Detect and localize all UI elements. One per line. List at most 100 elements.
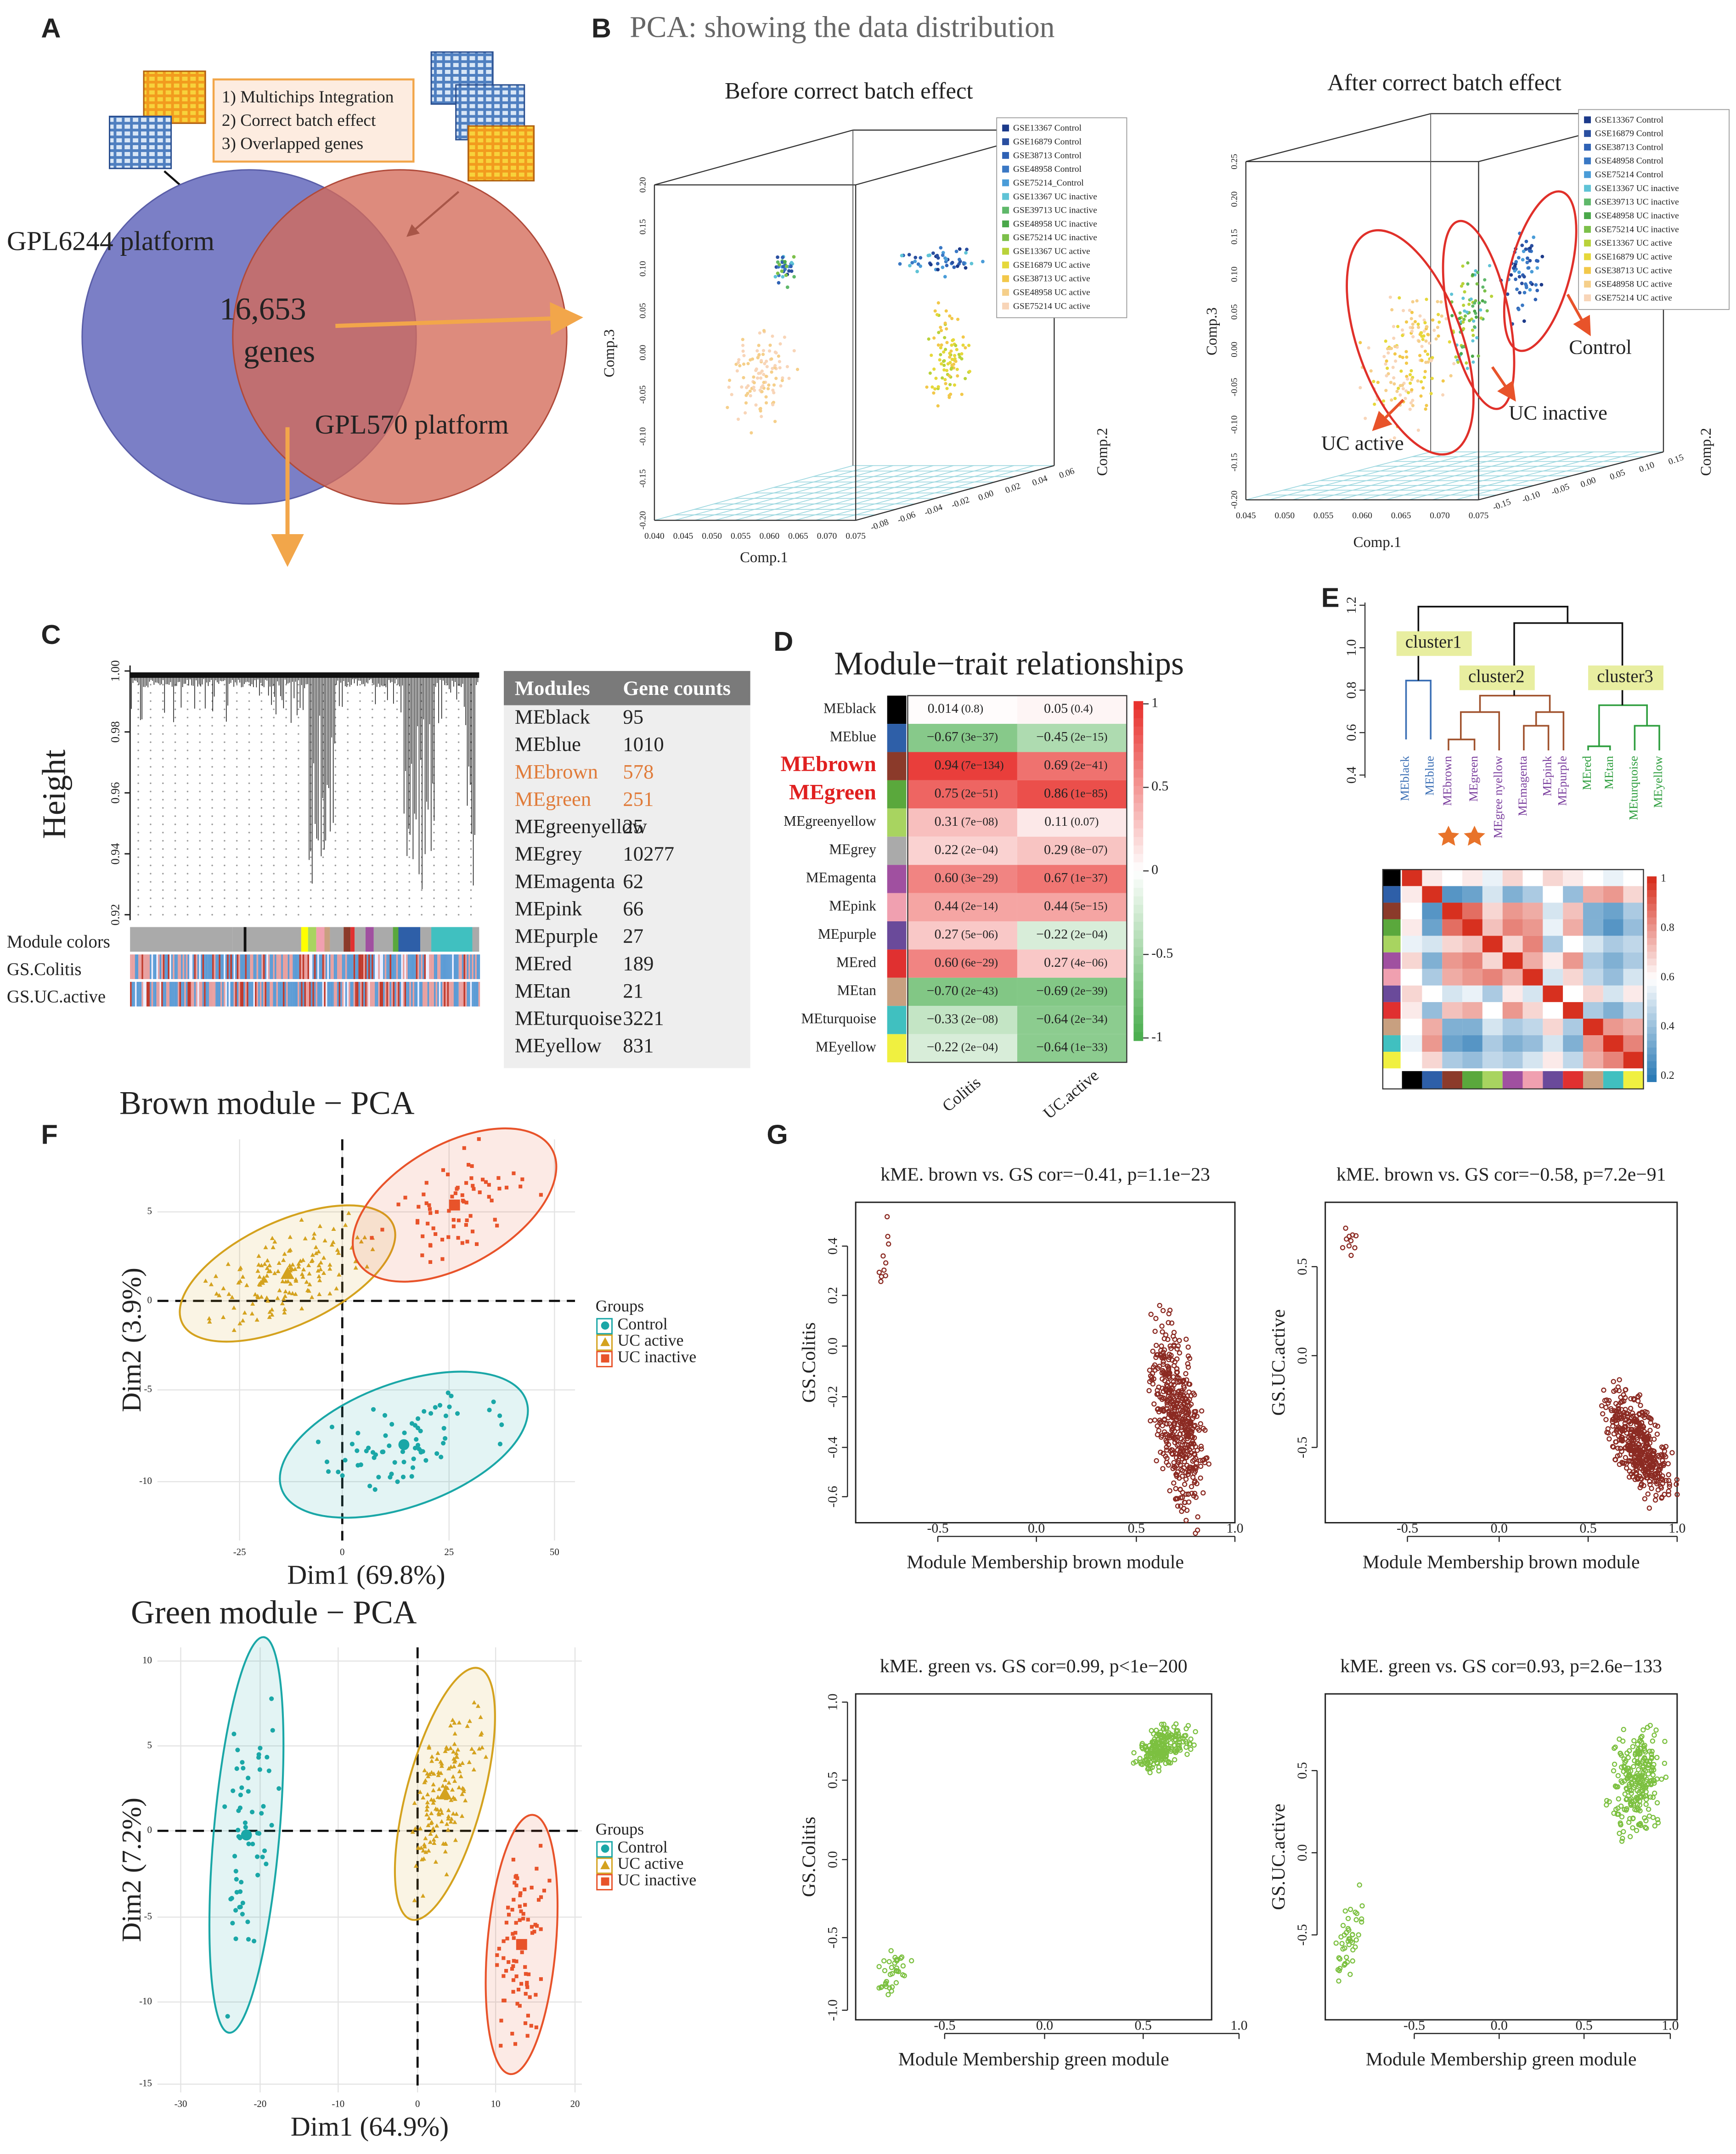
point <box>1437 313 1440 316</box>
gs-stripe <box>238 954 240 979</box>
legend-marker <box>601 1844 609 1853</box>
heatmap-cell <box>907 1034 1017 1063</box>
point <box>1162 1734 1167 1740</box>
point <box>1386 367 1389 370</box>
gs-stripe <box>235 954 237 979</box>
point <box>250 1842 255 1847</box>
point <box>1647 1723 1653 1728</box>
point <box>1602 1398 1608 1404</box>
point <box>1420 380 1423 383</box>
point <box>1164 1400 1170 1406</box>
point <box>1147 1367 1152 1373</box>
point <box>737 358 741 361</box>
point <box>1618 1400 1623 1405</box>
point <box>1161 1355 1167 1360</box>
point <box>431 1788 436 1793</box>
point <box>1389 381 1393 384</box>
module-color <box>232 927 244 952</box>
module-swatch <box>1382 1052 1401 1069</box>
heatmap-cell <box>1482 1002 1503 1019</box>
point <box>420 1253 424 1257</box>
point <box>735 369 739 373</box>
point <box>932 336 936 340</box>
point <box>1392 436 1396 440</box>
legend-key <box>596 1334 613 1351</box>
gs-stripe <box>237 981 239 1007</box>
point <box>756 356 760 360</box>
point <box>1624 1806 1629 1811</box>
point <box>937 331 941 334</box>
point <box>1151 1401 1157 1407</box>
point <box>1659 1444 1665 1450</box>
point <box>1465 310 1469 314</box>
gs-stripe <box>171 954 173 979</box>
point <box>495 1224 499 1228</box>
centroid <box>516 1939 527 1950</box>
point <box>967 344 971 347</box>
heatmap-cell <box>1603 902 1623 919</box>
gs-stripe <box>169 981 171 1007</box>
point <box>1381 414 1385 418</box>
point <box>1193 1444 1198 1449</box>
gs-stripe <box>151 981 153 1007</box>
point <box>437 1787 442 1791</box>
point <box>1337 1956 1343 1962</box>
point <box>256 1262 261 1267</box>
heatmap-cell <box>1502 902 1523 919</box>
point <box>260 1278 265 1282</box>
point <box>1137 1756 1143 1761</box>
point <box>1439 300 1443 304</box>
point <box>1186 1381 1192 1387</box>
point <box>1166 1745 1172 1751</box>
gs-stripe <box>136 954 139 979</box>
heatmap-cell <box>1482 919 1503 936</box>
point <box>1190 1390 1196 1396</box>
y-tick-label: 0.6 <box>1344 724 1359 741</box>
point <box>744 411 747 415</box>
point <box>1648 1794 1653 1800</box>
point <box>231 1788 236 1793</box>
point <box>1436 300 1439 304</box>
gs-stripe <box>447 981 449 1007</box>
point <box>1637 1392 1643 1398</box>
point <box>1415 299 1419 303</box>
point <box>1618 1436 1624 1442</box>
gs-stripe <box>182 981 185 1007</box>
gs-stripe <box>458 954 461 979</box>
legend-swatch <box>1002 193 1009 200</box>
cell-pvalue: (2e−04) <box>1071 928 1107 941</box>
gs-stripe <box>389 981 391 1007</box>
box-edge <box>1432 451 1617 501</box>
point <box>1163 1438 1169 1443</box>
point <box>958 258 961 261</box>
point <box>1162 1432 1168 1438</box>
point <box>1400 383 1404 387</box>
point <box>1172 1742 1177 1748</box>
point <box>1353 1917 1359 1923</box>
legend-marker <box>600 1337 610 1346</box>
point <box>1388 295 1392 299</box>
axis-label: Dim2 (3.9%) <box>116 1268 147 1412</box>
point <box>1172 1748 1177 1754</box>
gs-stripe <box>263 954 265 979</box>
point <box>1522 249 1526 254</box>
gs-stripe <box>421 981 423 1007</box>
point <box>280 1279 285 1284</box>
z-tick-label: 0.10 <box>638 261 648 276</box>
gs-stripe <box>247 954 248 979</box>
point <box>1628 1405 1634 1411</box>
point <box>1352 1245 1358 1251</box>
point <box>1615 1403 1621 1409</box>
point <box>943 275 947 279</box>
point <box>779 384 783 388</box>
gs-stripe <box>305 981 308 1007</box>
point <box>1338 1934 1344 1940</box>
legend-label: GSE75214_Control <box>1013 178 1084 188</box>
heatmap-cell <box>1442 919 1463 936</box>
gs-stripe <box>363 954 365 979</box>
gs-stripe <box>192 954 194 979</box>
arrow <box>1491 366 1516 402</box>
legend-swatch <box>1584 157 1591 164</box>
point <box>1485 309 1489 313</box>
gs-stripe <box>131 981 134 1007</box>
